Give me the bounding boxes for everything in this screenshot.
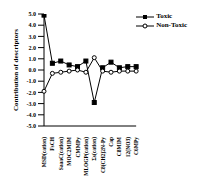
- svg-text:C8MIM: C8MIM: [116, 136, 122, 156]
- svg-text:MLOGP(cation): MLOGP(cation): [83, 137, 90, 176]
- svg-text:Contribution of descriptors: Contribution of descriptors: [12, 29, 20, 111]
- svg-text:SaaaC(cation): SaaaC(cation): [58, 137, 65, 170]
- svg-text:-4.0: -4.0: [27, 112, 37, 118]
- svg-text:-3.0: -3.0: [27, 101, 37, 107]
- svg-text:1.0: 1.0: [29, 56, 37, 62]
- svg-text:Cap: Cap: [108, 137, 114, 147]
- svg-text:C8(CH2)2N-Py: C8(CH2)2N-Py: [100, 137, 107, 173]
- svg-text:C6MPy: C6MPy: [133, 137, 139, 155]
- svg-text:-1.0: -1.0: [27, 78, 37, 84]
- svg-text:CMMPy: CMMPy: [75, 137, 81, 158]
- html-text:Toxic: Toxic: [156, 12, 173, 20]
- svg-text:FsCH: FsCH: [49, 136, 55, 150]
- svg-text:4.0: 4.0: [29, 22, 37, 28]
- svg-text:Σs(cation): Σs(cation): [91, 137, 98, 161]
- svg-text:-5.0: -5.0: [27, 123, 37, 129]
- svg-text:MSD(cation): MSD(cation): [41, 137, 48, 167]
- svg-text:3.0: 3.0: [29, 34, 37, 40]
- svg-text:5.0: 5.0: [29, 11, 37, 17]
- svg-text:2.0: 2.0: [29, 45, 37, 51]
- html-text:Non-Toxic: Non-Toxic: [156, 21, 187, 29]
- svg-text:0.0: 0.0: [29, 67, 37, 73]
- svg-text:12(NO3): 12(NO3): [125, 137, 132, 157]
- svg-text:MOC2MIM: MOC2MIM: [66, 136, 72, 166]
- svg-text:-2.0: -2.0: [27, 90, 37, 96]
